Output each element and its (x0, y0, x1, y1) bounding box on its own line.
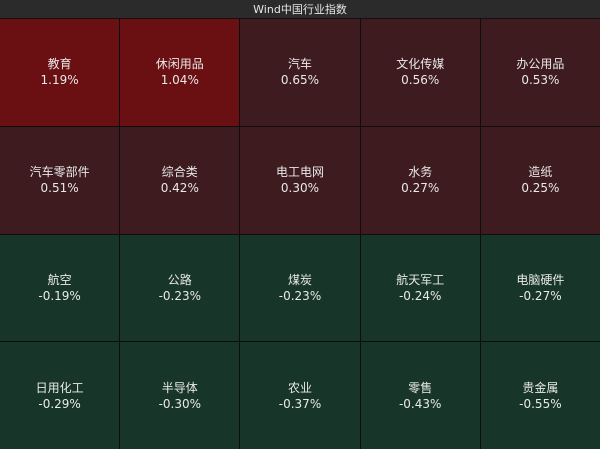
industry-tile[interactable]: 农业 -0.37% (240, 342, 360, 449)
industry-name: 日用化工 (35, 380, 84, 395)
industry-name: 电工电网 (275, 165, 324, 180)
industry-name: 教育 (47, 57, 72, 72)
industry-change: -0.55% (519, 396, 562, 411)
industry-change: 0.65% (280, 73, 320, 88)
industry-name: 办公用品 (516, 57, 565, 72)
industry-name: 航空 (47, 272, 72, 287)
industry-tile[interactable]: 煤炭 -0.23% (240, 234, 360, 342)
industry-change: 0.51% (40, 181, 79, 196)
industry-tile[interactable]: 公路 -0.23% (120, 234, 240, 342)
industry-change: 0.53% (521, 73, 560, 88)
industry-tile[interactable]: 教育 1.19% (0, 19, 120, 126)
industry-change: 0.25% (521, 181, 560, 196)
industry-name: 水务 (408, 165, 433, 180)
industry-change: -0.43% (398, 396, 442, 411)
industry-tile[interactable]: 水务 0.27% (360, 126, 480, 234)
industry-tile-grid: 教育 1.19% 休闲用品 1.04% 汽车 0.65% 文化传媒 0.56% 办公用品 0.53… (0, 19, 600, 449)
industry-change: -0.29% (38, 396, 81, 411)
industry-name: 休闲用品 (155, 57, 204, 72)
industry-name: 文化传媒 (396, 57, 445, 72)
industry-change: 0.42% (160, 181, 199, 196)
industry-tile[interactable]: 休闲用品 1.04% (120, 19, 240, 126)
industry-change: 0.27% (401, 181, 440, 196)
industry-change: -0.30% (158, 396, 202, 411)
industry-change: -0.19% (38, 288, 81, 303)
industry-tile[interactable]: 日用化工 -0.29% (0, 342, 120, 449)
industry-name: 零售 (408, 380, 433, 395)
industry-change: 1.19% (40, 73, 79, 88)
industry-tile[interactable]: 贵金属 -0.55% (480, 342, 600, 449)
industry-tile[interactable]: 造纸 0.25% (480, 126, 600, 234)
industry-name: 公路 (167, 272, 192, 287)
industry-tile[interactable]: 汽车 0.65% (240, 19, 360, 126)
industry-name: 煤炭 (287, 272, 312, 287)
industry-name: 汽车零部件 (29, 165, 90, 180)
industry-tile[interactable]: 综合类 0.42% (120, 126, 240, 234)
industry-name: 贵金属 (522, 380, 559, 395)
industry-name: 电脑硬件 (516, 272, 565, 287)
industry-change: -0.37% (278, 396, 322, 411)
industry-tile[interactable]: 电工电网 0.30% (240, 126, 360, 234)
industry-tile[interactable]: 半导体 -0.30% (120, 342, 240, 449)
industry-name: 半导体 (161, 380, 198, 395)
industry-tile[interactable]: 航天军工 -0.24% (360, 234, 480, 342)
industry-tile[interactable]: 航空 -0.19% (0, 234, 120, 342)
industry-tile[interactable]: 电脑硬件 -0.27% (480, 234, 600, 342)
industry-change: 0.30% (280, 181, 320, 196)
industry-change: -0.27% (519, 288, 562, 303)
industry-name: 造纸 (528, 165, 553, 180)
industry-change: -0.24% (398, 288, 442, 303)
industry-name: 农业 (287, 380, 312, 395)
industry-tile[interactable]: 汽车零部件 0.51% (0, 126, 120, 234)
industry-change: -0.23% (278, 288, 322, 303)
industry-change: -0.23% (158, 288, 202, 303)
industry-name: 综合类 (161, 165, 198, 180)
industry-change: 1.04% (160, 73, 199, 88)
industry-tile[interactable]: 办公用品 0.53% (480, 19, 600, 126)
industry-tile[interactable]: 零售 -0.43% (360, 342, 480, 449)
industry-name: 汽车 (287, 57, 312, 72)
industry-tile[interactable]: 文化传媒 0.56% (360, 19, 480, 126)
panel-title: Wind中国行业指数 (0, 0, 600, 19)
industry-name: 航天军工 (396, 272, 445, 287)
industry-change: 0.56% (401, 73, 440, 88)
